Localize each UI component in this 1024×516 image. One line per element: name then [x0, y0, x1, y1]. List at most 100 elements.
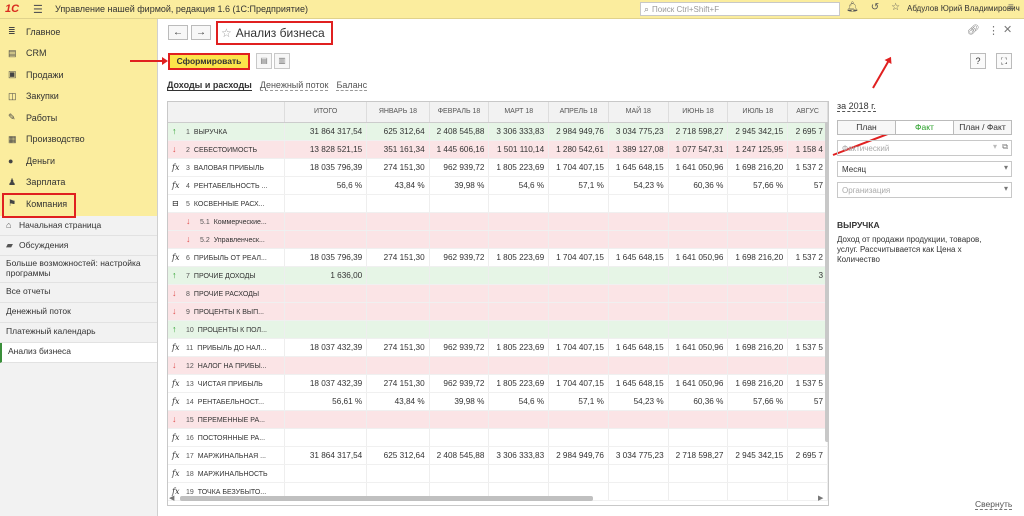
value-cell[interactable]	[787, 194, 828, 213]
value-cell[interactable]: 962 939,72	[429, 374, 490, 393]
value-cell[interactable]	[366, 194, 430, 213]
value-cell[interactable]: 1 158 4	[787, 140, 828, 159]
value-cell[interactable]	[429, 464, 490, 483]
value-cell[interactable]	[787, 464, 828, 483]
value-cell[interactable]: 1 704 407,15	[548, 338, 609, 357]
value-cell[interactable]: 1 280 542,61	[548, 140, 609, 159]
settings-menu-icon[interactable]: ≡	[1008, 2, 1014, 13]
value-cell[interactable]: 54,6 %	[488, 392, 550, 411]
row-name-cell[interactable]: fx 17 МАРЖИНАЛЬНАЯ ...	[168, 446, 286, 465]
value-cell[interactable]	[548, 212, 609, 231]
sub-item-payment-calendar[interactable]: Платежный календарь	[0, 323, 157, 343]
row-name-cell[interactable]: fx 11 ПРИБЫЛЬ ДО НАЛ...	[168, 338, 286, 357]
sidebar-item-purchases[interactable]: ◫ Закупки	[8, 90, 59, 102]
value-cell[interactable]: 1 805 223,69	[488, 374, 550, 393]
row-name-cell[interactable]: fx 4 РЕНТАБЕЛЬНОСТЬ ...	[168, 176, 286, 195]
tab-cash-flow[interactable]: Денежный поток	[259, 80, 329, 91]
value-cell[interactable]	[366, 464, 430, 483]
table-row[interactable]: ↓ 12 НАЛОГ НА ПРИБЫ...	[168, 356, 828, 375]
row-name-cell[interactable]: ↑ 1 ВЫРУЧКА	[168, 122, 286, 141]
value-cell[interactable]: 351 161,34	[366, 140, 430, 159]
table-row[interactable]: fx 13 ЧИСТАЯ ПРИБЫЛЬ 18 037 432,39 274 151,3…	[168, 374, 828, 393]
value-cell[interactable]	[429, 302, 490, 321]
value-cell[interactable]: 1 698 216,20	[727, 158, 789, 177]
value-cell[interactable]: 43,84 %	[366, 392, 430, 411]
value-cell[interactable]	[284, 194, 368, 213]
value-cell[interactable]: 1 704 407,15	[548, 158, 609, 177]
value-cell[interactable]	[608, 266, 669, 285]
value-cell[interactable]: 60,36 %	[668, 392, 729, 411]
value-cell[interactable]	[488, 410, 550, 429]
value-cell[interactable]	[787, 410, 828, 429]
tab-balance[interactable]: Баланс	[336, 80, 368, 91]
value-cell[interactable]	[668, 356, 729, 375]
horizontal-scrollbar[interactable]	[180, 496, 593, 501]
value-cell[interactable]: 1 077 547,31	[668, 140, 729, 159]
value-cell[interactable]	[668, 284, 729, 303]
value-cell[interactable]	[668, 464, 729, 483]
value-cell[interactable]: 1 805 223,69	[488, 158, 550, 177]
value-cell[interactable]	[548, 302, 609, 321]
user-name[interactable]: Абдулов Юрий Владимирович	[907, 4, 1020, 13]
value-cell[interactable]: 54,6 %	[488, 176, 550, 195]
row-name-cell[interactable]: ↓ 5.1 Коммерческие...	[168, 212, 286, 231]
row-name-cell[interactable]: ↓ 2 СЕБЕСТОИМОСТЬ	[168, 140, 286, 159]
sidebar-item-works[interactable]: ✎ Работы	[8, 112, 58, 123]
value-cell[interactable]	[429, 284, 490, 303]
value-cell[interactable]	[488, 320, 550, 339]
value-cell[interactable]: 2 408 545,88	[429, 122, 490, 141]
value-cell[interactable]: 1 636,00	[284, 266, 368, 285]
value-cell[interactable]: 43,84 %	[366, 176, 430, 195]
row-name-cell[interactable]: fx 13 ЧИСТАЯ ПРИБЫЛЬ	[168, 374, 286, 393]
sub-item-start-page[interactable]: ⌂ Начальная страница	[0, 216, 157, 236]
table-row[interactable]: ↓ 5.2 Управленческ...	[168, 230, 828, 249]
value-cell[interactable]	[488, 284, 550, 303]
value-cell[interactable]: 2 718 598,27	[668, 446, 729, 465]
value-cell[interactable]: 31 864 317,54	[284, 446, 368, 465]
table-row[interactable]: ↑ 10 ПРОЦЕНТЫ К ПОЛ...	[168, 320, 828, 339]
chevron-down-icon[interactable]: ▾	[992, 142, 997, 151]
value-cell[interactable]: 56,6 %	[284, 176, 368, 195]
value-cell[interactable]	[488, 230, 550, 249]
open-icon[interactable]: ⧉	[1002, 142, 1008, 151]
value-cell[interactable]: 274 151,30	[366, 374, 430, 393]
tab-income-expenses[interactable]: Доходы и расходы	[167, 80, 252, 91]
scroll-right-icon[interactable]: ▶	[818, 495, 824, 502]
value-cell[interactable]	[608, 230, 669, 249]
value-cell[interactable]: 3 306 333,83	[488, 446, 550, 465]
table-row[interactable]: ↓ 8 ПРОЧИЕ РАСХОДЫ	[168, 284, 828, 303]
value-cell[interactable]: 57,1 %	[548, 176, 609, 195]
value-cell[interactable]: 3 034 775,23	[608, 122, 669, 141]
value-cell[interactable]: 54,23 %	[608, 392, 669, 411]
value-cell[interactable]	[366, 482, 430, 501]
value-cell[interactable]: 2 695 7	[787, 446, 828, 465]
table-row[interactable]: fx 14 РЕНТАБЕЛЬНОСТ... 56,61 % 43,84 % 39,98 …	[168, 392, 828, 411]
value-cell[interactable]: 962 939,72	[429, 338, 490, 357]
table-row[interactable]: ↓ 2 СЕБЕСТОИМОСТЬ 13 828 521,15 351 161,34 1 …	[168, 140, 828, 159]
value-cell[interactable]: 31 864 317,54	[284, 122, 368, 141]
value-cell[interactable]	[429, 266, 490, 285]
value-cell[interactable]	[488, 482, 550, 501]
value-cell[interactable]: 1 645 648,15	[608, 158, 669, 177]
value-cell[interactable]: 625 312,64	[366, 446, 430, 465]
value-cell[interactable]: 18 037 432,39	[284, 374, 368, 393]
value-cell[interactable]: 2 695 7	[787, 122, 828, 141]
value-cell[interactable]	[608, 356, 669, 375]
value-cell[interactable]	[787, 302, 828, 321]
value-cell[interactable]: 1 704 407,15	[548, 248, 609, 267]
table-row[interactable]: ↓ 9 ПРОЦЕНТЫ К ВЫП...	[168, 302, 828, 321]
value-cell[interactable]	[366, 266, 430, 285]
value-cell[interactable]: 13 828 521,15	[284, 140, 368, 159]
value-cell[interactable]	[488, 212, 550, 231]
value-cell[interactable]: 1 247 125,95	[727, 140, 789, 159]
value-cell[interactable]: 2 984 949,76	[548, 446, 609, 465]
sub-item-all-reports[interactable]: Все отчеты	[0, 283, 157, 303]
row-name-cell[interactable]: ↑ 7 ПРОЧИЕ ДОХОДЫ	[168, 266, 286, 285]
sidebar-item-sales[interactable]: ▣ Продажи	[8, 69, 64, 80]
table-row[interactable]: fx 17 МАРЖИНАЛЬНАЯ ... 31 864 317,54 625 312…	[168, 446, 828, 465]
value-cell[interactable]	[488, 266, 550, 285]
value-cell[interactable]: 3 034 775,23	[608, 446, 669, 465]
value-cell[interactable]: 1 445 606,16	[429, 140, 490, 159]
value-cell[interactable]	[284, 284, 368, 303]
value-cell[interactable]: 18 037 432,39	[284, 338, 368, 357]
